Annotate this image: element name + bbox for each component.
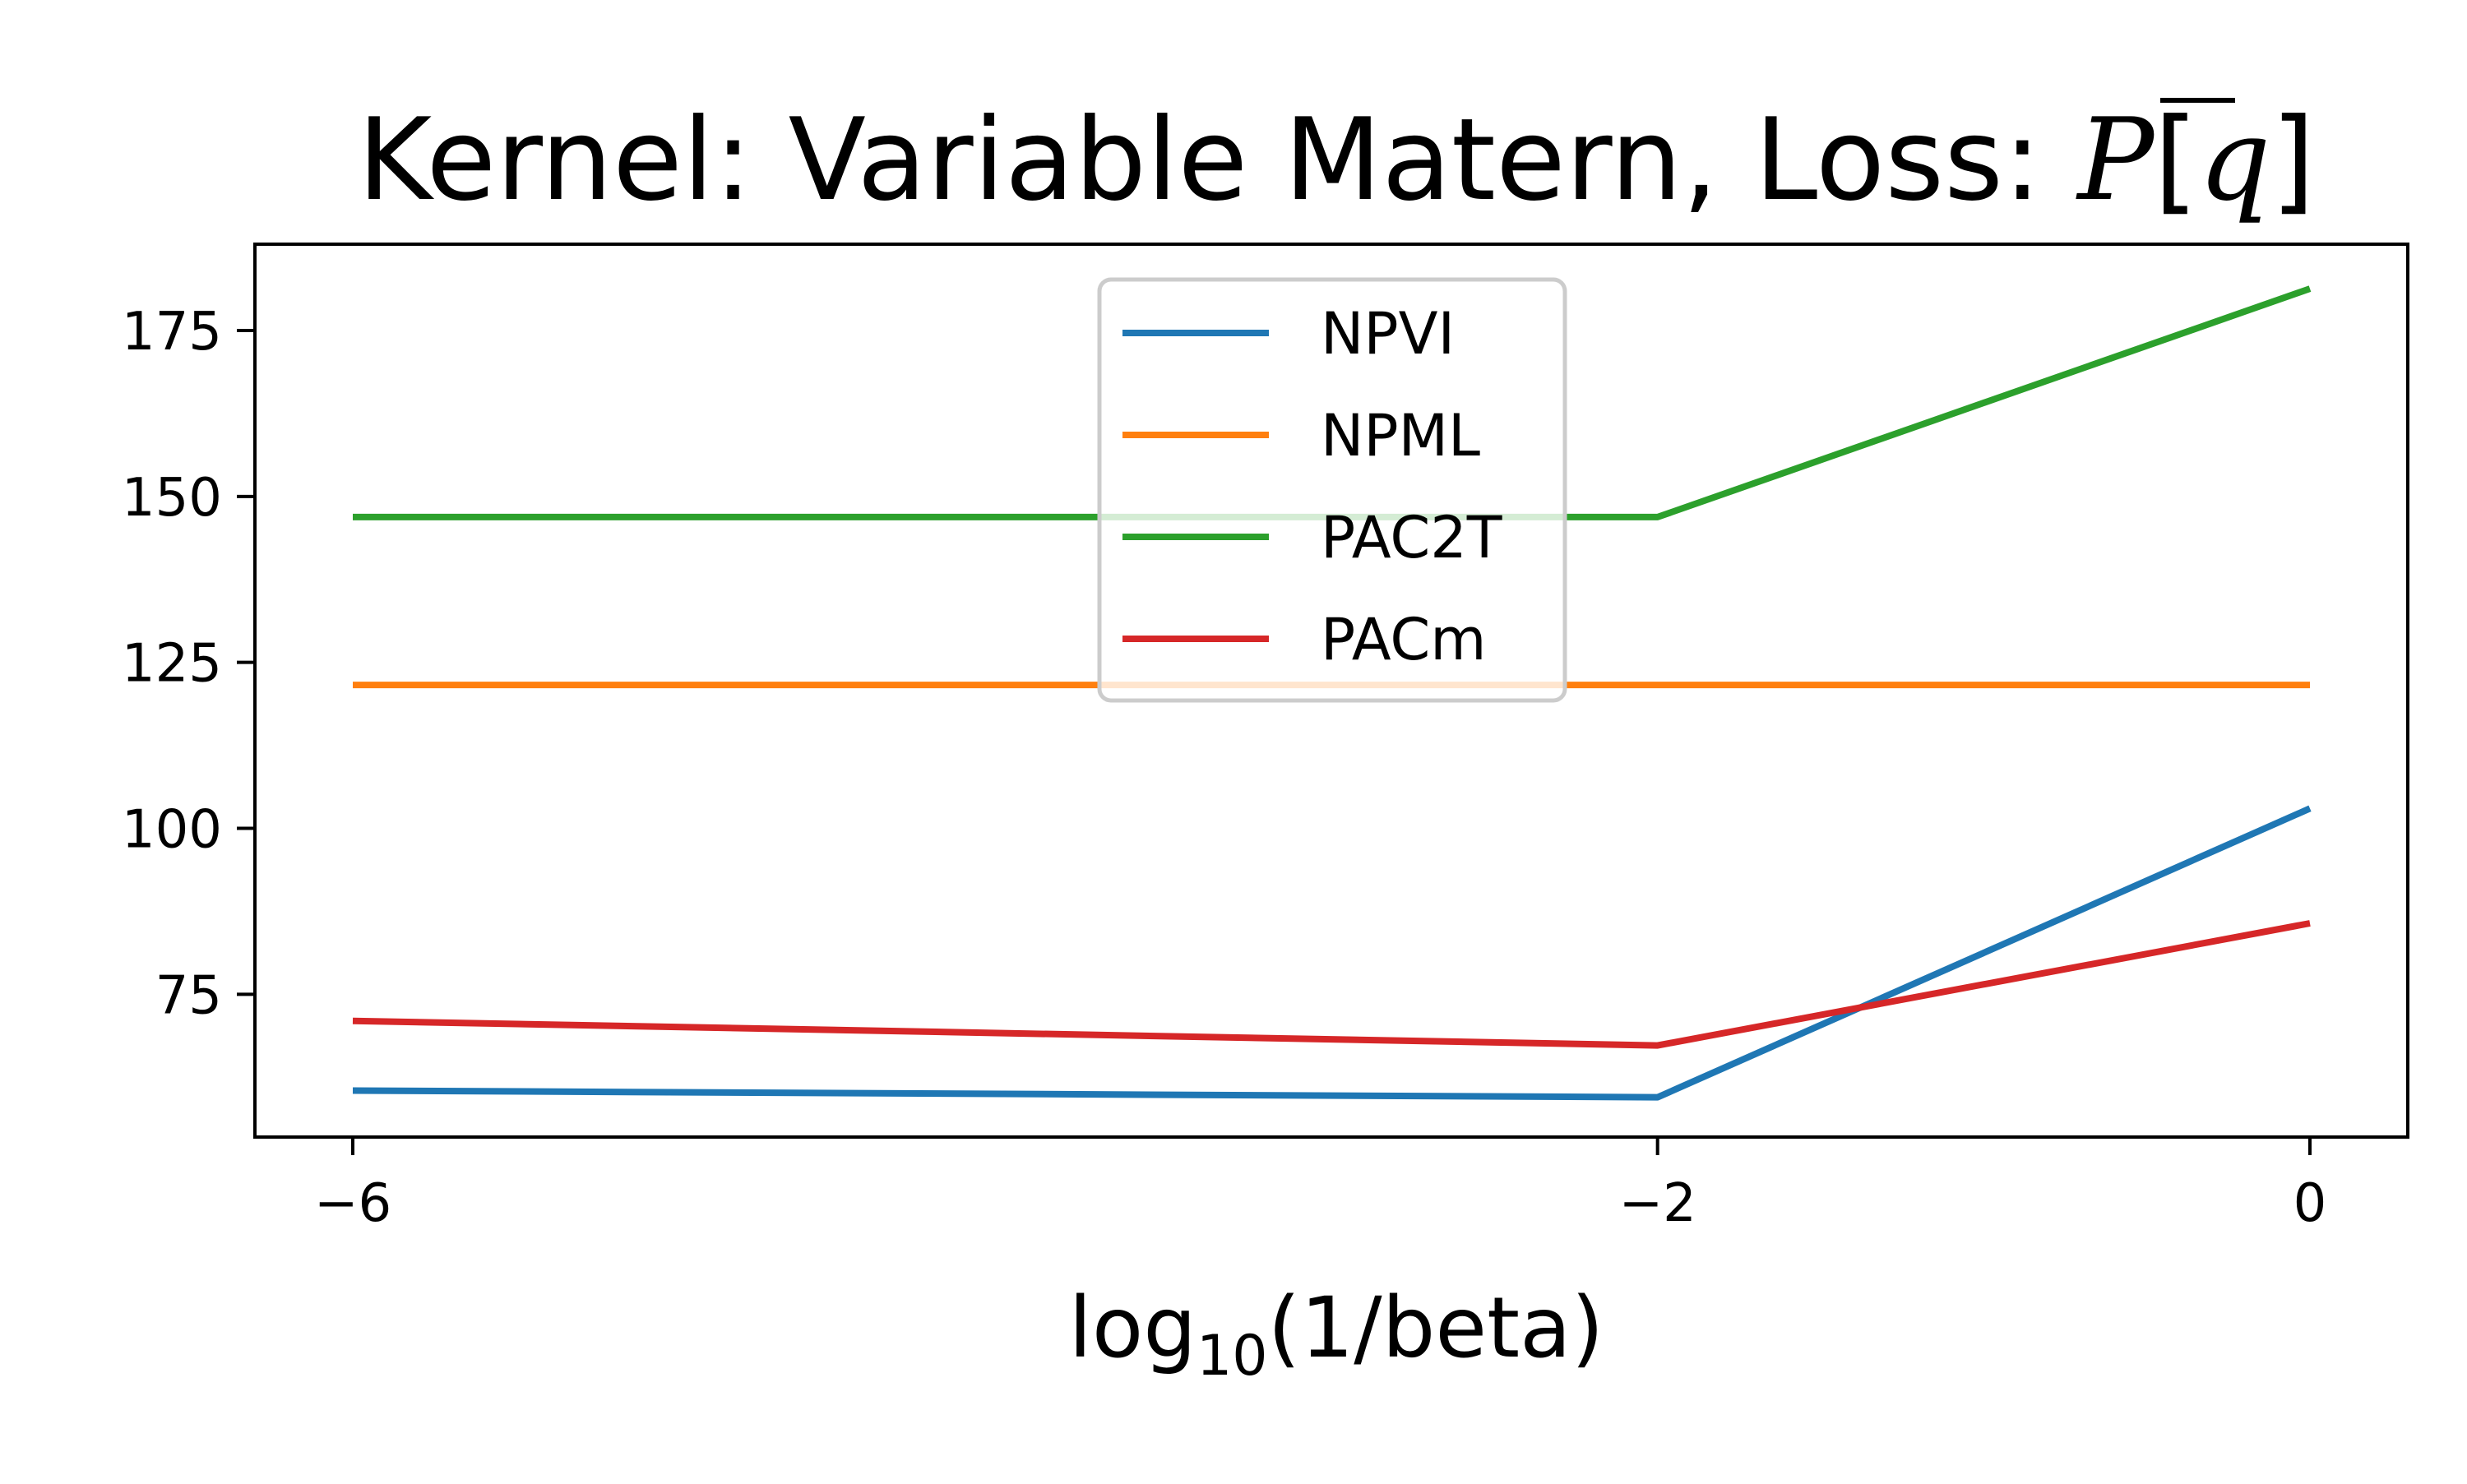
title-variable: q bbox=[2198, 94, 2270, 226]
x-axis-label-base: log bbox=[1069, 1279, 1197, 1377]
x-axis-label-subscript: 10 bbox=[1196, 1324, 1268, 1389]
series-line-pac2t bbox=[353, 285, 2312, 520]
title-bracket-open: [ bbox=[2154, 94, 2198, 226]
x-tick-label: 0 bbox=[2293, 1173, 2327, 1234]
x-tick-label: −6 bbox=[314, 1173, 391, 1234]
legend-label-npml: NPML bbox=[1321, 402, 1480, 469]
title-prefix: Kernel: Variable Matern, Loss: bbox=[358, 94, 2078, 226]
x-axis-label-suffix: (1/beta) bbox=[1268, 1279, 1604, 1377]
series-line-npvi bbox=[352, 805, 2312, 1101]
legend-label-pacm: PACm bbox=[1321, 606, 1486, 673]
plot-frame bbox=[253, 243, 2409, 1139]
legend-label-pac2t: PAC2T bbox=[1321, 504, 1502, 571]
title-bracket-close: ] bbox=[2270, 94, 2315, 226]
y-tick-label: 175 bbox=[122, 302, 222, 363]
legend-frame bbox=[1097, 277, 1567, 703]
y-tick-label: 75 bbox=[155, 965, 222, 1026]
x-axis: −6 −2 0 bbox=[314, 1137, 2327, 1234]
y-tick-label: 125 bbox=[122, 634, 222, 695]
x-tick-label: −2 bbox=[1618, 1173, 1696, 1234]
y-tick-label: 150 bbox=[122, 468, 222, 529]
series-line-pacm bbox=[352, 920, 2311, 1049]
y-tick-label: 100 bbox=[122, 800, 222, 861]
legend-label-npvi: NPVI bbox=[1321, 300, 1455, 368]
chart-title: Kernel: Variable Matern, Loss: P[q] bbox=[358, 94, 2316, 226]
y-axis: 75 100 125 150 175 bbox=[122, 302, 255, 1026]
title-symbol: P bbox=[2075, 94, 2155, 226]
series-layer bbox=[352, 285, 2312, 1101]
legend: NPVI NPML PAC2T PACm bbox=[1097, 277, 1567, 703]
legend-items: NPVI NPML PAC2T PACm bbox=[1122, 300, 1502, 673]
x-axis-label: log10(1/beta) bbox=[1069, 1279, 1604, 1389]
